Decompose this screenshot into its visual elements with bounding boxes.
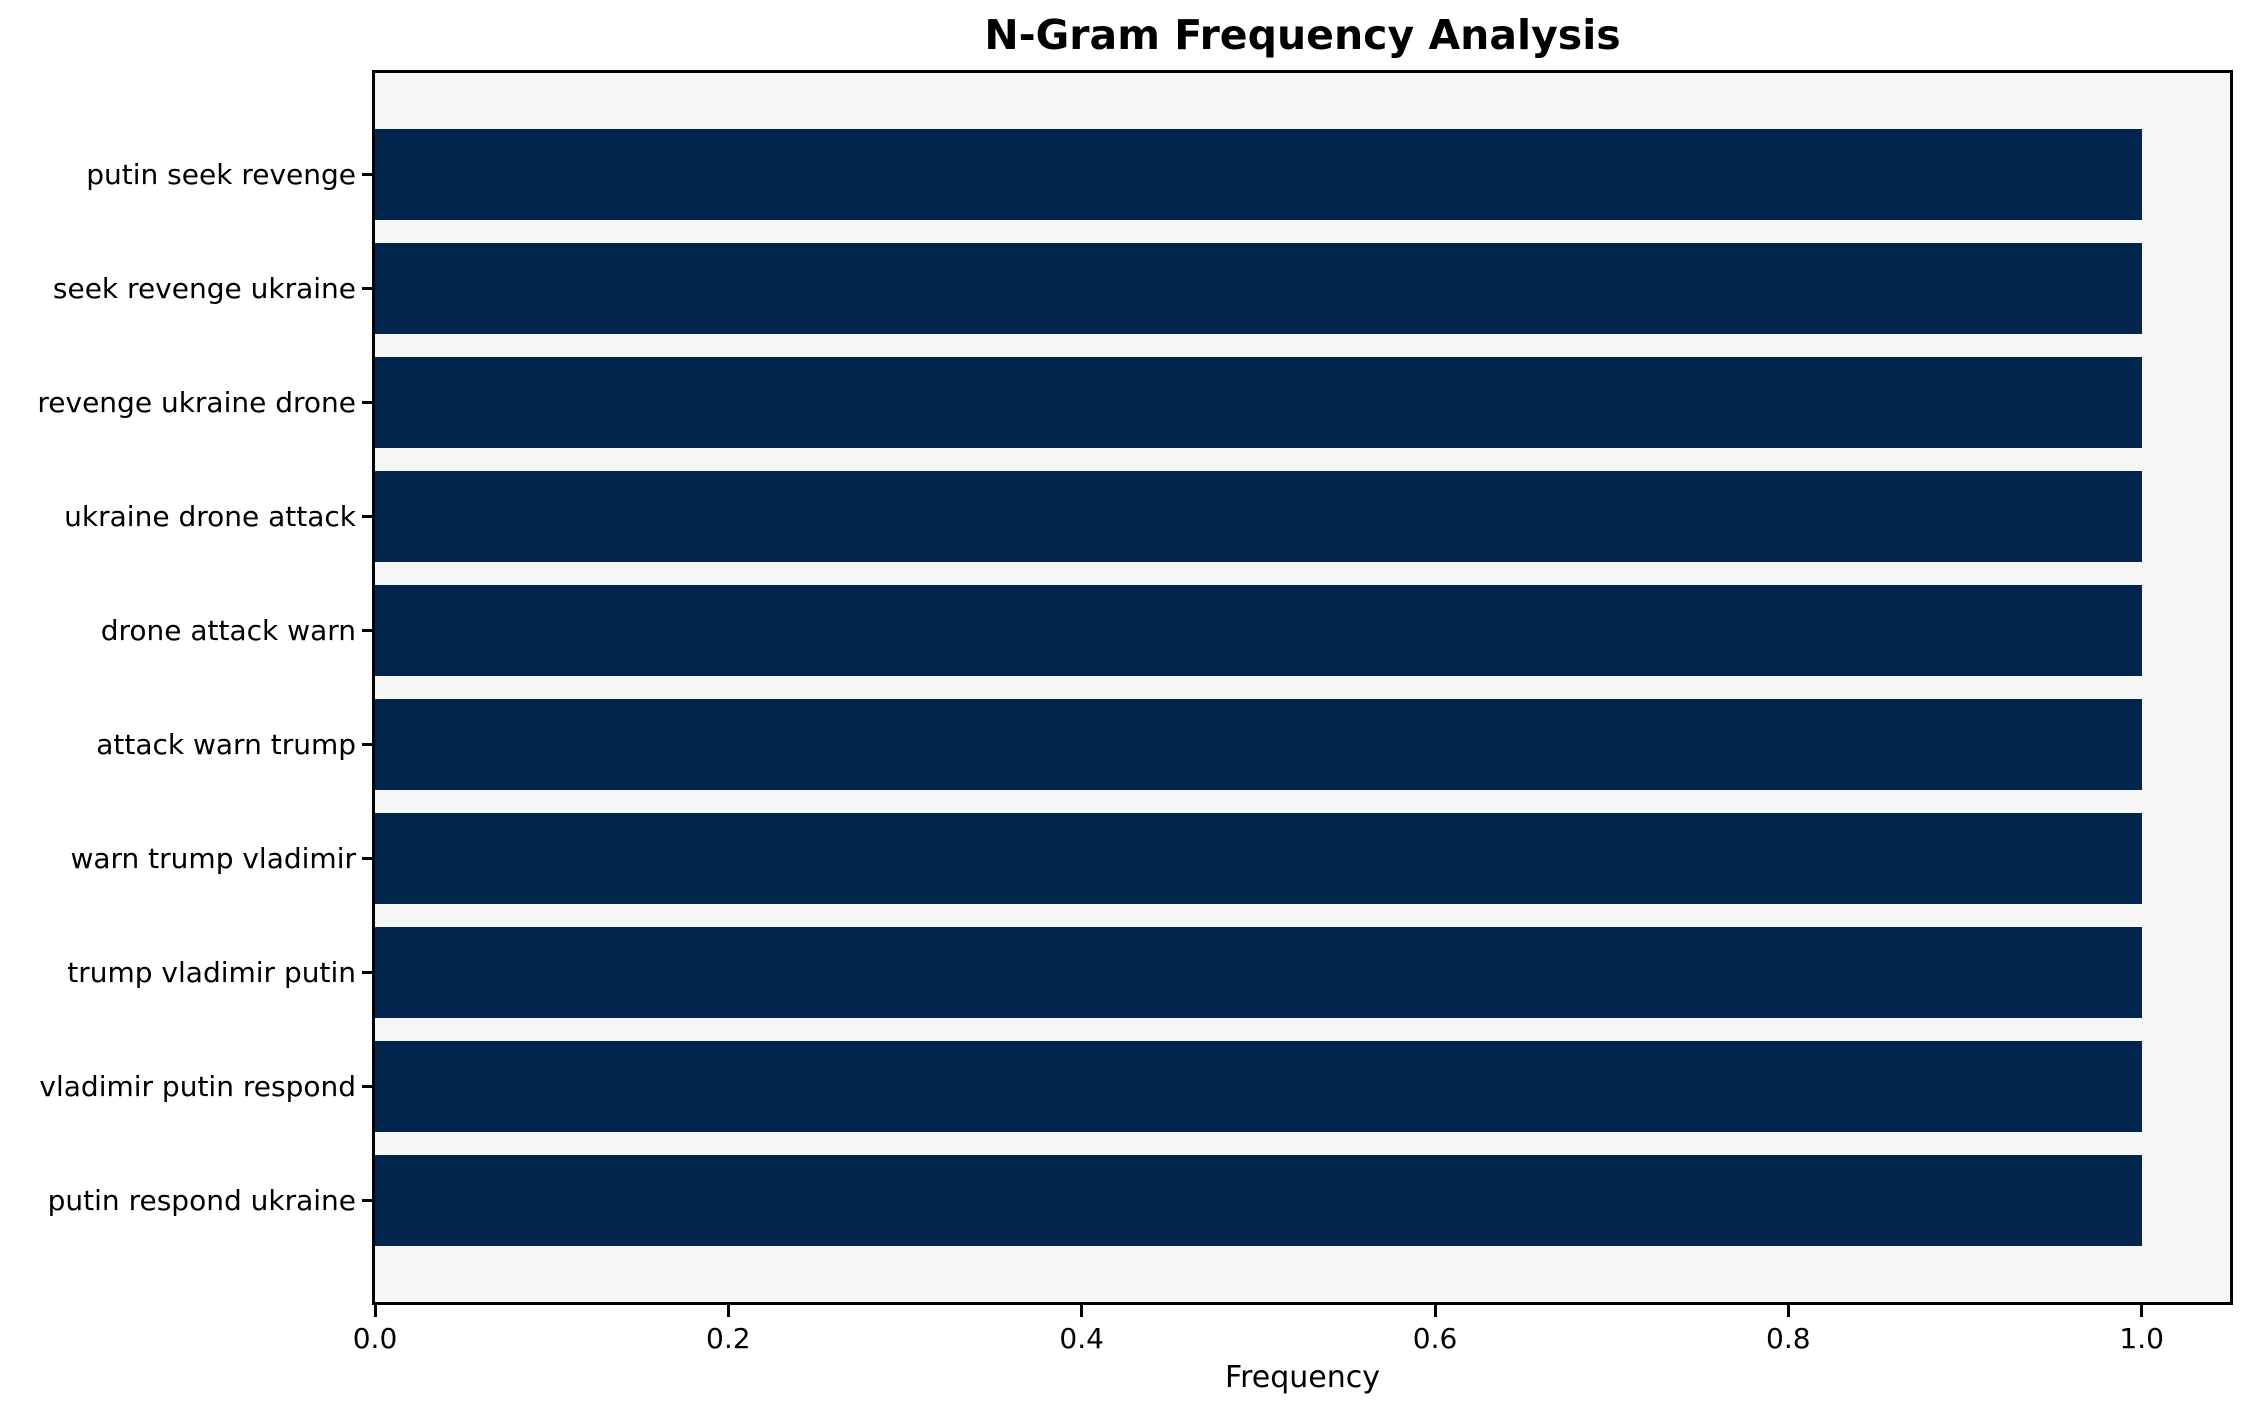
x-tick-mark xyxy=(1080,1305,1084,1317)
y-tick-label: attack warn trump xyxy=(96,727,356,761)
bar-putin-respond-ukraine xyxy=(375,1154,2142,1247)
y-tick-mark xyxy=(362,173,372,176)
y-tick-mark xyxy=(362,515,372,518)
y-tick-label: revenge ukraine drone xyxy=(37,385,356,419)
y-tick-mark xyxy=(362,971,372,974)
bar-warn-trump-vladimir xyxy=(375,812,2142,905)
bar-drone-attack-warn xyxy=(375,584,2142,677)
bar-seek-revenge-ukraine xyxy=(375,242,2142,335)
bar-vladimir-putin-respond xyxy=(375,1040,2142,1133)
y-tick-label: putin respond ukraine xyxy=(47,1183,356,1217)
y-tick-mark xyxy=(362,287,372,290)
y-tick-label: drone attack warn xyxy=(100,613,356,647)
y-tick-mark xyxy=(362,743,372,746)
y-tick-mark xyxy=(362,1199,372,1202)
x-tick-mark xyxy=(2140,1305,2144,1317)
y-tick-mark xyxy=(362,401,372,404)
y-tick-label: putin seek revenge xyxy=(86,157,356,191)
y-tick-label: seek revenge ukraine xyxy=(52,271,356,305)
bar-attack-warn-trump xyxy=(375,698,2142,791)
x-tick-mark xyxy=(726,1305,730,1317)
y-tick-label: vladimir putin respond xyxy=(39,1069,356,1103)
x-tick-mark xyxy=(1786,1305,1790,1317)
x-tick-label: 0.2 xyxy=(706,1322,751,1355)
x-tick-label: 0.6 xyxy=(1412,1322,1458,1355)
x-tick-label: 0.4 xyxy=(1059,1322,1104,1355)
y-tick-label: warn trump vladimir xyxy=(70,841,356,875)
y-tick-mark xyxy=(362,629,372,632)
y-tick-label: ukraine drone attack xyxy=(64,499,356,533)
bar-ukraine-drone-attack xyxy=(375,470,2142,563)
bar-putin-seek-revenge xyxy=(375,128,2142,221)
y-tick-mark xyxy=(362,857,372,860)
chart-title: N-Gram Frequency Analysis xyxy=(984,11,1621,59)
y-tick-mark xyxy=(362,1085,372,1088)
x-tick-label: 1.0 xyxy=(2119,1322,2164,1355)
y-tick-label: trump vladimir putin xyxy=(67,955,356,989)
x-tick-label: 0.0 xyxy=(352,1322,398,1355)
x-axis-label: Frequency xyxy=(1225,1360,1380,1395)
bar-revenge-ukraine-drone xyxy=(375,356,2142,449)
x-tick-mark xyxy=(373,1305,377,1317)
bar-trump-vladimir-putin xyxy=(375,926,2142,1019)
x-tick-label: 0.8 xyxy=(1766,1322,1811,1355)
plot-area xyxy=(372,70,2233,1305)
x-tick-mark xyxy=(1433,1305,1437,1317)
